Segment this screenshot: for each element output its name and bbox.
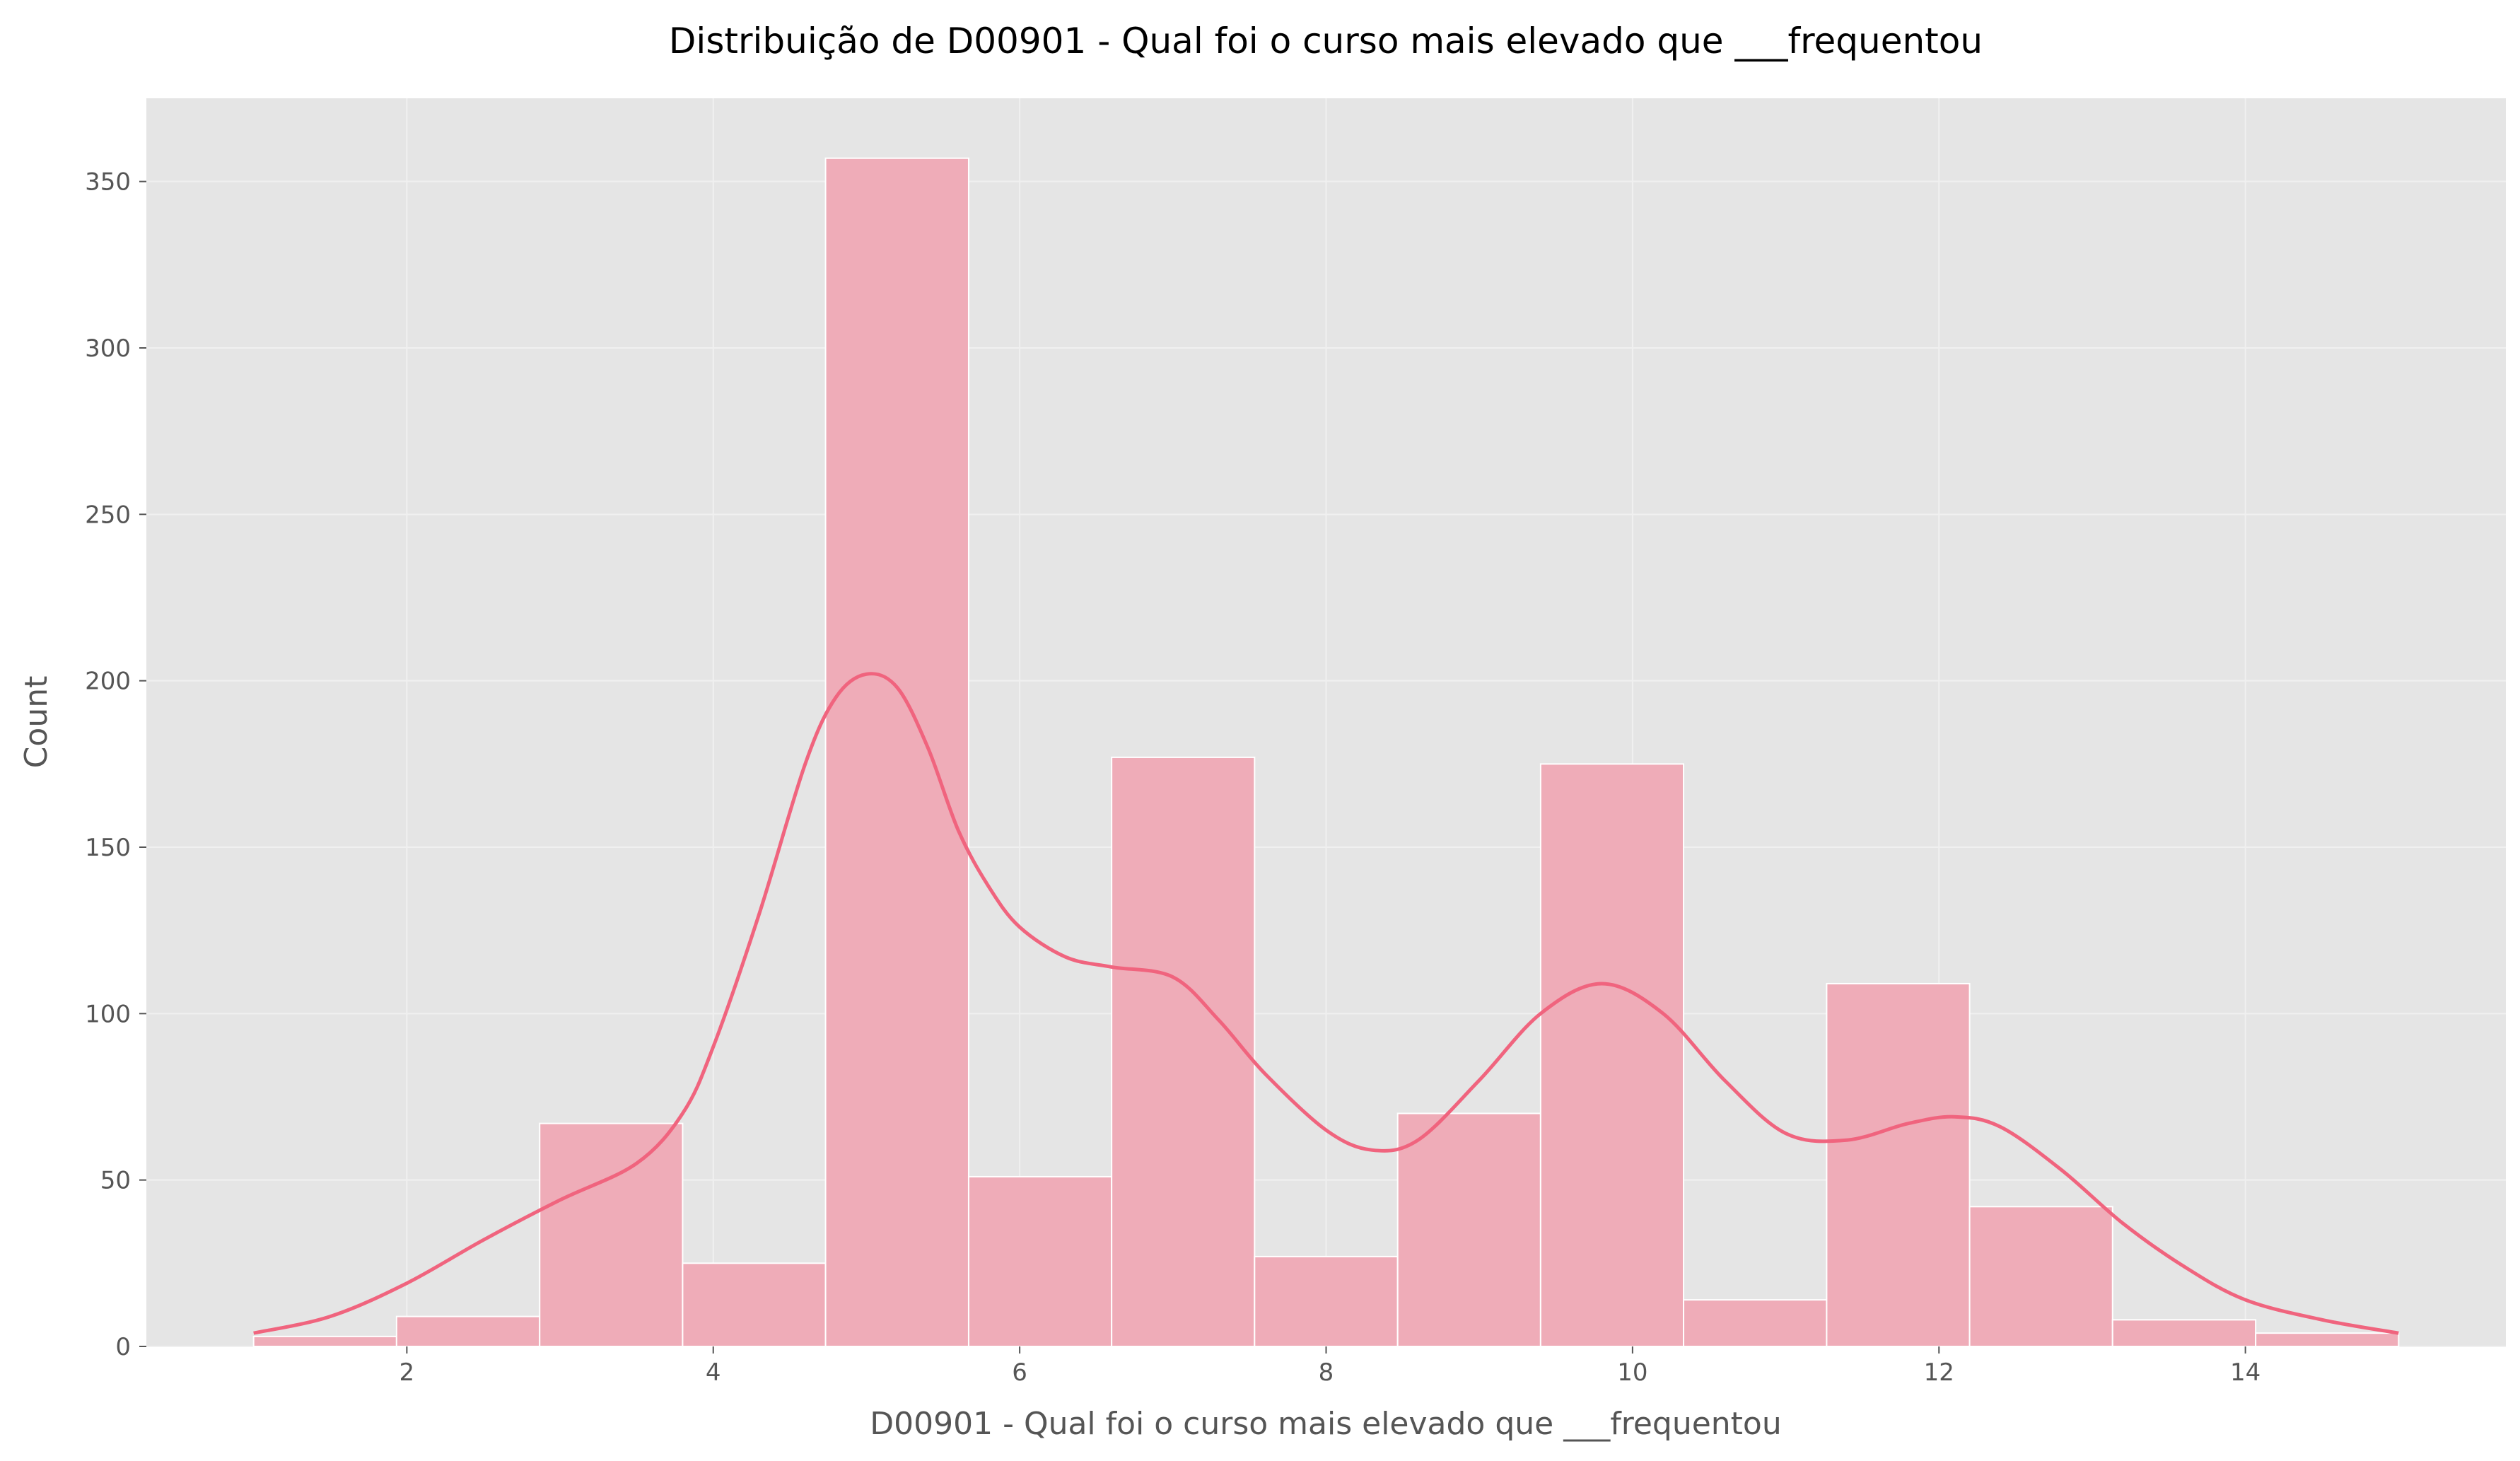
y-axis-label: Count: [18, 676, 54, 769]
x-tick-label-4: 10: [1617, 1358, 1647, 1387]
x-tick-label-1: 4: [706, 1358, 721, 1387]
y-axis-ticks: 0 50 100 150 200 250 300 350: [85, 168, 146, 1361]
x-axis-ticks: 2 4 6 8 10 12 14: [399, 1346, 2261, 1387]
x-tick-label-2: 6: [1012, 1358, 1027, 1387]
y-tick-label-4: 200: [85, 668, 131, 696]
histogram-bar-12: [1826, 982, 1971, 1348]
histogram-bar-9: [1396, 1112, 1541, 1347]
y-tick-label-0: 0: [115, 1333, 131, 1361]
y-tick-label-7: 350: [85, 168, 131, 197]
histogram-bars: [252, 157, 2400, 1348]
y-tick-label-5: 250: [85, 501, 131, 529]
x-tick-label-6: 14: [2230, 1358, 2261, 1387]
kde-curve: [253, 672, 2399, 1335]
y-tick-label-3: 150: [85, 834, 131, 862]
histogram-bar-1: [252, 1335, 397, 1348]
x-tick-label-0: 2: [399, 1358, 415, 1387]
histogram-bar-2: [395, 1315, 541, 1348]
y-tick-label-6: 300: [85, 334, 131, 363]
y-tick-label-1: 50: [100, 1167, 131, 1195]
y-tick-label-2: 100: [85, 1000, 131, 1028]
x-tick-label-5: 12: [1924, 1358, 1954, 1387]
histogram-bar-15: [2255, 1332, 2400, 1348]
histogram-bar-7: [1111, 756, 1256, 1348]
histogram-bar-11: [1683, 1299, 1828, 1348]
histogram-bar-13: [1968, 1206, 2113, 1347]
histogram-bar-6: [967, 1175, 1113, 1347]
chart-title: Distribuição de D00901 - Qual foi o curs…: [669, 21, 1983, 62]
histogram-bar-3: [539, 1122, 684, 1347]
histogram-bar-10: [1539, 763, 1685, 1348]
x-axis-label: D00901 - Qual foi o curso mais elevado q…: [870, 1406, 1781, 1442]
x-tick-label-3: 8: [1319, 1358, 1334, 1387]
histogram-bar-14: [2111, 1319, 2257, 1348]
histogram-bar-5: [824, 157, 969, 1348]
histogram-bar-8: [1254, 1255, 1399, 1348]
histogram-bar-4: [682, 1262, 827, 1348]
